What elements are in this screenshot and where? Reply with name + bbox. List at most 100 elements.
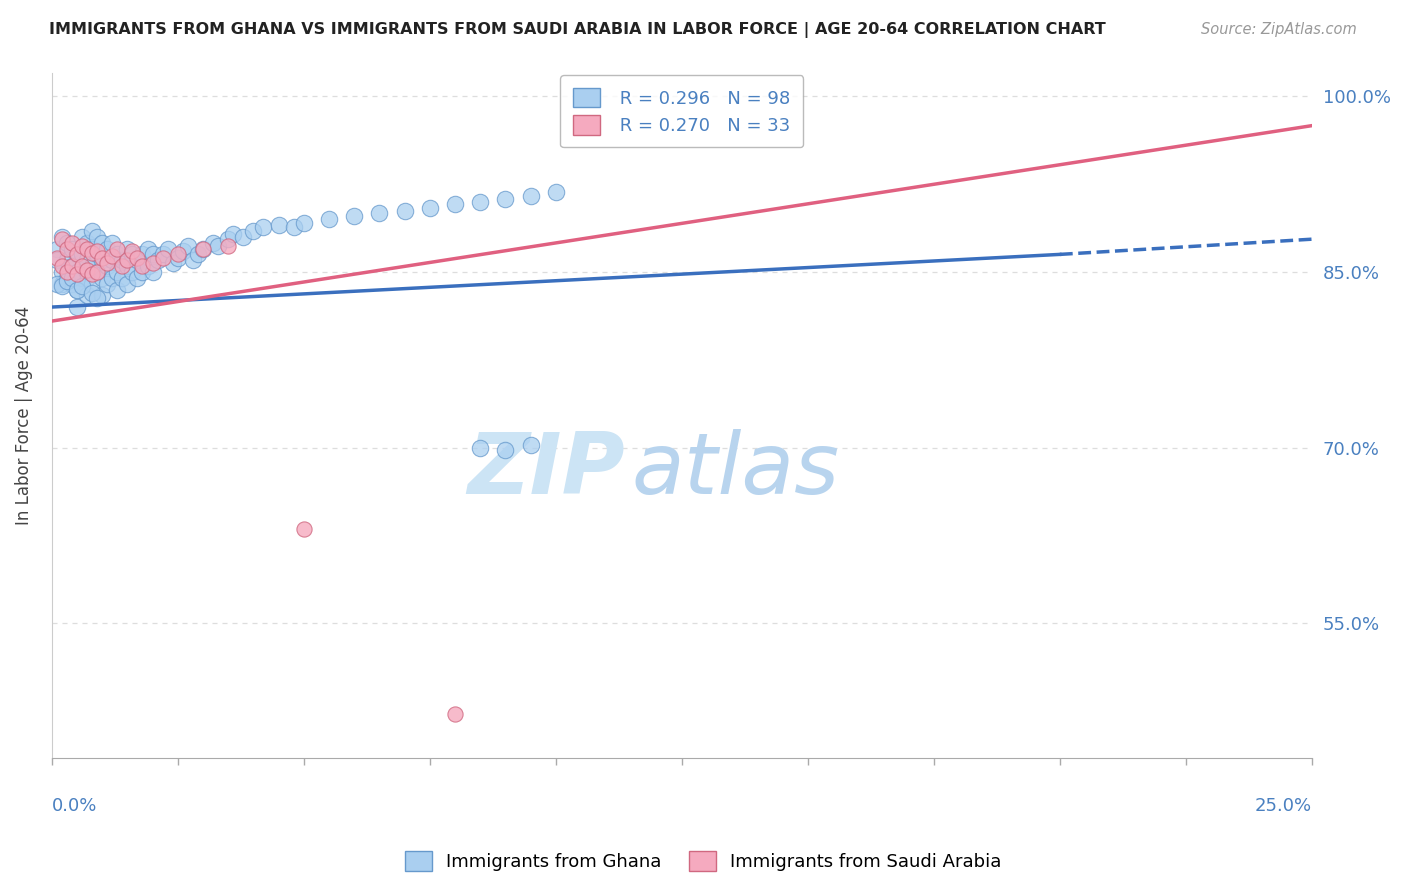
Text: 0.0%: 0.0% xyxy=(52,797,97,814)
Point xyxy=(70,230,93,244)
Point xyxy=(105,247,128,261)
Point xyxy=(142,247,165,261)
Point xyxy=(156,242,179,256)
Point xyxy=(56,253,79,268)
Point xyxy=(70,270,93,285)
Point xyxy=(66,283,89,297)
Point xyxy=(187,247,209,261)
Text: IMMIGRANTS FROM GHANA VS IMMIGRANTS FROM SAUDI ARABIA IN LABOR FORCE | AGE 20-64: IMMIGRANTS FROM GHANA VS IMMIGRANTS FROM… xyxy=(49,22,1107,38)
Point xyxy=(136,259,159,273)
Point xyxy=(45,253,67,268)
Point xyxy=(202,235,225,250)
Point xyxy=(292,523,315,537)
Legend:  R = 0.296   N = 98,  R = 0.270   N = 33: R = 0.296 N = 98, R = 0.270 N = 33 xyxy=(561,75,803,147)
Point xyxy=(56,235,79,250)
Point xyxy=(80,277,103,291)
Point xyxy=(318,212,340,227)
Point xyxy=(127,253,149,268)
Point xyxy=(96,259,118,273)
Point xyxy=(131,265,153,279)
Point xyxy=(86,265,108,279)
Point xyxy=(80,268,103,282)
Point xyxy=(51,232,73,246)
Point xyxy=(105,283,128,297)
Point xyxy=(76,262,98,277)
Point xyxy=(117,253,139,268)
Y-axis label: In Labor Force | Age 20-64: In Labor Force | Age 20-64 xyxy=(15,306,32,524)
Point xyxy=(162,255,184,269)
Point xyxy=(111,270,134,285)
Point xyxy=(142,255,165,269)
Text: Source: ZipAtlas.com: Source: ZipAtlas.com xyxy=(1201,22,1357,37)
Point xyxy=(191,242,214,256)
Point xyxy=(121,247,143,261)
Point xyxy=(217,239,239,253)
Point xyxy=(86,265,108,279)
Point xyxy=(519,438,541,452)
Point xyxy=(45,251,67,265)
Point xyxy=(142,265,165,279)
Point xyxy=(217,232,239,246)
Point xyxy=(76,270,98,285)
Point xyxy=(56,265,79,279)
Point xyxy=(368,206,391,220)
Point xyxy=(105,265,128,279)
Point xyxy=(45,277,67,291)
Point xyxy=(519,189,541,203)
Point xyxy=(172,244,194,258)
Point xyxy=(394,204,416,219)
Point xyxy=(66,283,89,297)
Point xyxy=(191,242,214,256)
Point xyxy=(444,197,467,211)
Point xyxy=(131,247,153,261)
Point xyxy=(60,270,83,285)
Point xyxy=(222,227,245,242)
Point xyxy=(292,216,315,230)
Point xyxy=(127,270,149,285)
Point xyxy=(181,253,204,268)
Point xyxy=(45,242,67,256)
Point xyxy=(80,246,103,260)
Point xyxy=(60,277,83,291)
Point xyxy=(252,220,274,235)
Point xyxy=(60,235,83,250)
Point xyxy=(444,707,467,722)
Point xyxy=(66,268,89,282)
Point xyxy=(121,265,143,279)
Point xyxy=(267,218,290,232)
Point xyxy=(470,441,492,455)
Point xyxy=(66,300,89,314)
Point xyxy=(70,259,93,273)
Point xyxy=(66,265,89,279)
Point xyxy=(80,242,103,256)
Point xyxy=(91,253,114,268)
Point xyxy=(70,239,93,253)
Point xyxy=(70,279,93,293)
Point xyxy=(56,270,79,285)
Point xyxy=(470,194,492,209)
Point xyxy=(207,239,229,253)
Point xyxy=(76,242,98,256)
Point xyxy=(111,253,134,268)
Point xyxy=(177,239,200,253)
Point xyxy=(283,220,305,235)
Point xyxy=(494,442,516,457)
Point xyxy=(51,279,73,293)
Point xyxy=(131,259,153,273)
Point xyxy=(343,209,366,223)
Point xyxy=(56,274,79,288)
Point xyxy=(60,242,83,256)
Point xyxy=(146,253,169,268)
Point xyxy=(86,230,108,244)
Point xyxy=(96,277,118,291)
Point xyxy=(242,224,264,238)
Point xyxy=(101,235,124,250)
Point xyxy=(96,255,118,269)
Point xyxy=(96,242,118,256)
Point xyxy=(86,247,108,261)
Point xyxy=(101,270,124,285)
Point xyxy=(51,259,73,273)
Point xyxy=(91,251,114,265)
Point xyxy=(117,242,139,256)
Point xyxy=(66,247,89,261)
